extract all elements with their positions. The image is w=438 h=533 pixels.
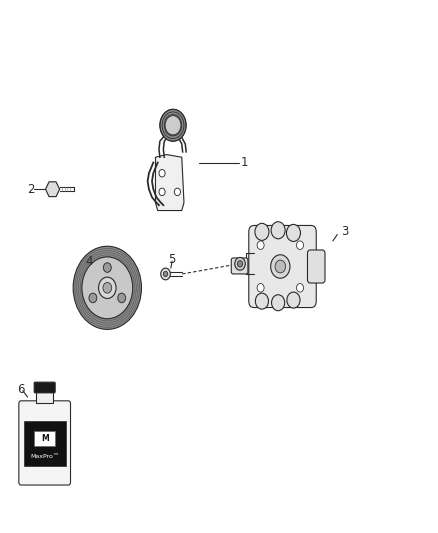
Circle shape <box>163 271 168 277</box>
Circle shape <box>297 241 304 249</box>
Text: 4: 4 <box>86 255 93 268</box>
FancyBboxPatch shape <box>19 401 71 485</box>
Text: 2: 2 <box>28 183 35 196</box>
Bar <box>36 392 53 403</box>
Circle shape <box>287 292 300 308</box>
Text: 5: 5 <box>168 253 175 266</box>
Text: MaxPro™: MaxPro™ <box>30 454 59 459</box>
Circle shape <box>257 241 264 249</box>
Bar <box>34 431 55 446</box>
Circle shape <box>73 246 141 329</box>
FancyBboxPatch shape <box>307 250 325 283</box>
Circle shape <box>237 261 243 267</box>
Circle shape <box>103 282 112 293</box>
FancyBboxPatch shape <box>249 225 316 308</box>
FancyBboxPatch shape <box>231 258 248 274</box>
Bar <box>24 421 66 466</box>
Text: 1: 1 <box>241 156 248 169</box>
Circle shape <box>235 257 245 270</box>
Circle shape <box>272 295 285 311</box>
Polygon shape <box>155 155 184 211</box>
Circle shape <box>271 255 290 278</box>
Circle shape <box>257 284 264 292</box>
Circle shape <box>159 188 165 196</box>
Circle shape <box>275 260 286 273</box>
Circle shape <box>89 293 97 303</box>
Circle shape <box>103 263 111 272</box>
Circle shape <box>160 109 186 141</box>
Text: 6: 6 <box>17 383 24 395</box>
Circle shape <box>255 293 268 309</box>
FancyBboxPatch shape <box>34 382 55 393</box>
Circle shape <box>118 293 126 303</box>
Circle shape <box>255 223 269 240</box>
Circle shape <box>159 169 165 177</box>
Circle shape <box>271 222 285 239</box>
Polygon shape <box>46 182 60 197</box>
Circle shape <box>174 188 180 196</box>
Circle shape <box>99 277 116 298</box>
Circle shape <box>161 268 170 280</box>
Circle shape <box>297 284 304 292</box>
Circle shape <box>165 116 181 135</box>
Circle shape <box>286 224 300 241</box>
Text: 3: 3 <box>342 225 349 238</box>
Text: M: M <box>41 434 49 443</box>
Circle shape <box>82 257 133 319</box>
